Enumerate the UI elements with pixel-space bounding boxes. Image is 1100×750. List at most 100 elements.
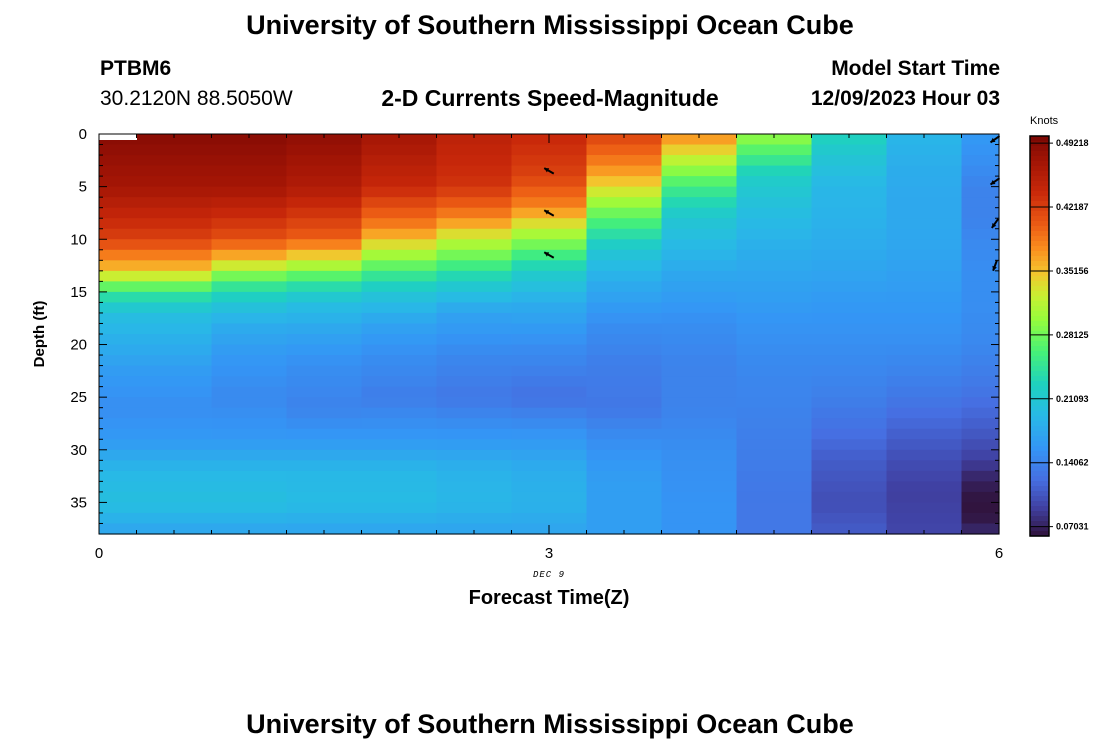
colorbar-swatch — [1030, 296, 1049, 302]
heatmap-cell — [586, 302, 663, 314]
heatmap-cell — [211, 165, 288, 177]
heatmap-cell — [436, 418, 513, 430]
heatmap-cell — [586, 481, 663, 493]
heatmap-cell — [286, 165, 363, 177]
heatmap-cell — [736, 323, 813, 335]
heatmap-cell — [211, 523, 288, 535]
colorbar-swatch — [1030, 281, 1049, 287]
heatmap-cell — [436, 502, 513, 514]
heatmap-cell — [99, 397, 213, 409]
heatmap-cell — [286, 376, 363, 388]
heatmap-cell — [661, 344, 738, 356]
heatmap-cell — [736, 523, 813, 535]
heatmap-cell — [436, 249, 513, 261]
heatmap-cell — [211, 481, 288, 493]
heatmap-cell — [286, 207, 363, 219]
heatmap-cell — [436, 281, 513, 293]
x-date-label: DEC 9 — [533, 570, 565, 580]
colorbar-swatch — [1030, 156, 1049, 162]
heatmap-cell — [286, 323, 363, 335]
heatmap-cell — [511, 218, 588, 230]
heatmap-cell — [361, 197, 438, 209]
heatmap-cell — [886, 491, 963, 504]
heatmap-cell — [961, 523, 1000, 535]
heatmap-cell — [661, 523, 738, 535]
heatmap-cell — [961, 344, 1000, 356]
heatmap-cell — [586, 239, 663, 251]
heatmap-cell — [211, 418, 288, 430]
heatmap-cell — [361, 176, 438, 188]
heatmap-cell — [99, 302, 213, 314]
heatmap-cell — [99, 228, 213, 240]
heatmap-cell — [811, 281, 888, 293]
colorbar-swatch — [1030, 351, 1049, 357]
main-title: University of Southern Mississippi Ocean… — [246, 10, 854, 40]
heatmap-cell — [961, 470, 1000, 482]
heatmap-cell — [99, 470, 213, 482]
y-tick-label: 5 — [79, 179, 87, 196]
heatmap-cell — [736, 428, 813, 440]
heatmap-cell — [286, 397, 363, 409]
heatmap-cell — [961, 481, 1000, 493]
heatmap-cell — [436, 207, 513, 219]
heatmap-cell — [886, 260, 963, 272]
heatmap-cell — [99, 386, 213, 398]
heatmap-cell — [211, 144, 288, 156]
heatmap-cell — [886, 470, 963, 482]
heatmap-cell — [511, 439, 588, 451]
heatmap-cell — [736, 197, 813, 209]
missing-data-cell — [99, 134, 137, 140]
heatmap-cell — [511, 355, 588, 367]
heatmap-cell — [886, 144, 963, 156]
heatmap-cell — [211, 407, 288, 419]
heatmap-cell — [736, 460, 813, 472]
heatmap-cell — [961, 355, 1000, 367]
heatmap-cell — [286, 249, 363, 261]
heatmap-cell — [211, 312, 288, 325]
y-tick-label: 30 — [70, 442, 87, 459]
heatmap-cell — [361, 249, 438, 261]
colorbar-swatch — [1030, 221, 1049, 227]
colorbar-swatch — [1030, 386, 1049, 392]
heatmap-cell — [436, 186, 513, 198]
heatmap-cell — [886, 407, 963, 419]
heatmap-cell — [661, 239, 738, 251]
heatmap-cell — [286, 407, 363, 419]
heatmap-cell — [99, 207, 213, 219]
heatmap-cell — [286, 428, 363, 440]
heatmap-cell — [99, 523, 213, 535]
heatmap-cell — [961, 144, 1000, 156]
colorbar-tick-label: 0.49218 — [1056, 138, 1089, 148]
heatmap-cell — [436, 270, 513, 282]
heatmap-cell — [586, 228, 663, 240]
heatmap-cell — [436, 323, 513, 335]
heatmap-cell — [811, 428, 888, 440]
heatmap-cell — [511, 228, 588, 240]
heatmap-cell — [961, 207, 1000, 219]
heatmap-cell — [736, 249, 813, 261]
heatmap-cell — [436, 523, 513, 535]
heatmap-cell — [361, 302, 438, 314]
x-tick-label: 6 — [995, 545, 1003, 562]
heatmap-cell — [886, 523, 963, 535]
y-tick-label: 15 — [70, 284, 87, 301]
heatmap-cell — [586, 270, 663, 282]
heatmap-cell — [961, 512, 1000, 525]
heatmap-cell — [736, 134, 813, 146]
heatmap-cell — [811, 502, 888, 514]
heatmap-cell — [661, 512, 738, 525]
heatmap-cell — [661, 260, 738, 272]
colorbar-frame — [1029, 135, 1050, 537]
heatmap-cell — [586, 523, 663, 535]
current-vector-arrow — [992, 260, 998, 272]
heatmap-cell — [586, 355, 663, 367]
heatmap-cell — [586, 344, 663, 356]
colorbar-swatch — [1030, 196, 1049, 202]
colorbar-swatch — [1030, 146, 1049, 152]
heatmap-cell — [586, 460, 663, 472]
colorbar-swatch — [1030, 366, 1049, 372]
heatmap-cell — [961, 228, 1000, 240]
heatmap-cell — [436, 197, 513, 209]
heatmap-cell — [586, 418, 663, 430]
heatmap-cell — [361, 376, 438, 388]
